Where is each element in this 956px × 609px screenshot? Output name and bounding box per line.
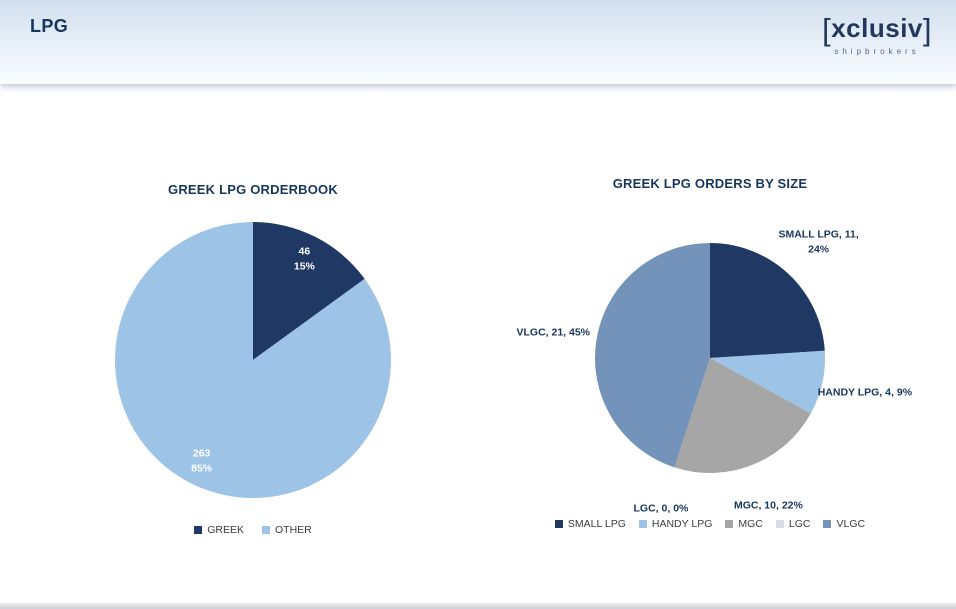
legend-item-lgc: LGC	[775, 518, 811, 530]
legend-label-other: OTHER	[275, 524, 312, 536]
logo-name: xclusiv	[831, 13, 923, 43]
legend-item-greek: GREEK	[194, 524, 244, 536]
pie-greek-lpg-orderbook: 46 15% 263 85%	[103, 210, 403, 510]
brand-logo: [xclusiv] shipbrokers	[822, 14, 932, 56]
pie-slice-small-lpg	[710, 243, 825, 358]
legend-label-handy-lpg: HANDY LPG	[651, 518, 713, 530]
pie-slice-handy-lpg	[710, 350, 825, 414]
pie-svg	[115, 222, 392, 499]
legend-item-other: OTHER	[262, 524, 312, 536]
legend-swatch-greek	[194, 526, 203, 534]
legend-swatch-small-lpg	[554, 520, 563, 528]
legend-swatch-handy-lpg	[638, 520, 647, 528]
legend-swatch-other	[262, 526, 270, 534]
legend-item-handy-lpg: HANDY LPG	[638, 518, 713, 530]
header-bar: LPG [xclusiv] shipbrokers	[0, 0, 956, 84]
legend-item-small-lpg: SMALL LPG	[554, 518, 626, 530]
chart-title-orderbook: GREEK LPG ORDERBOOK	[168, 182, 338, 197]
legend-orderbook: GREEK OTHER	[58, 524, 448, 536]
legend-swatch-vlgc	[823, 520, 832, 528]
pie-slice-greek	[253, 222, 365, 360]
legend-orders-by-size: SMALL LPG HANDY LPG MGC LGC VLGC	[495, 518, 925, 530]
chart-greek-lpg-orderbook: GREEK LPG ORDERBOOK 46 15% 263 85% GREEK OTH…	[58, 182, 448, 536]
chart-greek-lpg-orders-by-size: GREEK LPG ORDERS BY SIZE SMALL LPG, 11, 2…	[495, 176, 925, 530]
window-bottom-edge	[0, 603, 956, 609]
chart-title-orders-by-size: GREEK LPG ORDERS BY SIZE	[612, 176, 808, 191]
pie-slice-vlgc	[595, 243, 710, 468]
legend-label-lgc: LGC	[788, 518, 811, 530]
legend-item-vlgc: VLGC	[823, 518, 865, 530]
pie-slice-mgc	[674, 358, 811, 473]
page-title: LPG	[30, 16, 69, 36]
legend-label-small-lpg: SMALL LPG	[567, 518, 626, 530]
legend-item-mgc: MGC	[725, 518, 763, 530]
legend-swatch-lgc	[775, 520, 784, 528]
legend-swatch-mgc	[725, 520, 734, 528]
logo-tagline: shipbrokers	[834, 47, 920, 56]
legend-label-vlgc: VLGC	[836, 518, 866, 530]
logo-bracket-right: ]	[922, 12, 932, 47]
pie-slice-other	[115, 222, 392, 499]
brand-wordmark: [xclusiv]	[822, 14, 932, 45]
pie-svg	[595, 243, 825, 473]
logo-bracket-left: [	[822, 12, 832, 47]
pie-greek-lpg-orders-by-size: SMALL LPG, 11, 24% HANDY LPG, 4, 9% MGC, 10…	[500, 208, 920, 515]
legend-label-greek: GREEK	[207, 524, 244, 536]
legend-label-mgc: MGC	[738, 518, 763, 530]
